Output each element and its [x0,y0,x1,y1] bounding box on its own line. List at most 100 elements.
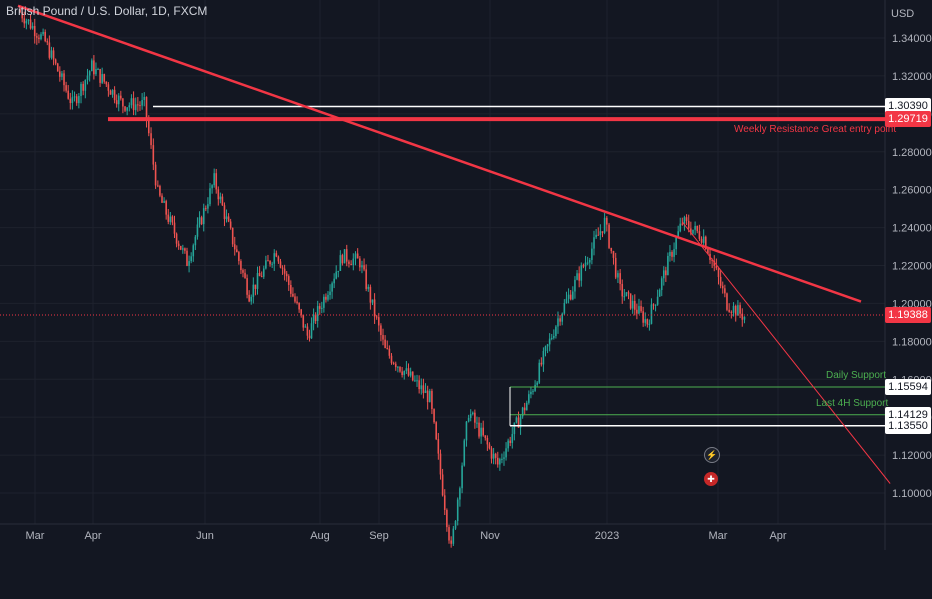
candle-body [665,270,667,276]
candle-body [260,276,263,278]
candle-body [728,309,730,312]
candle-body [623,296,626,298]
candle-body [411,371,414,381]
candle-body [627,292,630,294]
candle-body [207,204,209,209]
price-tick-label: 1.26000 [892,185,932,197]
candle-body [743,316,746,320]
time-tick-label: Sep [369,530,389,542]
candle-body [99,69,101,83]
candle-body [503,457,505,459]
candle-body [165,201,167,215]
candle-body [565,298,568,304]
candle-body [407,368,410,376]
candle-body [333,278,335,284]
candle-body [356,253,359,259]
time-tick-label: 2023 [595,530,619,542]
candle-body [732,305,735,313]
candle-body [679,223,682,232]
candle-body [304,326,307,328]
candle-body [388,348,391,356]
candle-body [277,256,280,262]
candle-body [287,276,290,285]
candle-body [603,217,606,233]
candle-body [422,385,425,394]
candle-body [730,311,733,313]
candle-body [519,416,522,428]
candle-body [677,231,679,238]
candle-body [446,509,448,528]
candle-body [281,267,284,269]
candle-body [501,458,503,460]
uk-flag-icon[interactable]: ✚ [704,472,718,486]
candle-body [608,224,610,248]
candle-body [21,12,23,19]
candle-body [667,255,669,276]
candle-body [435,422,437,440]
candle-body [137,104,139,106]
candle-body [692,229,694,234]
candle-body [84,79,87,91]
candle-body [31,26,34,29]
chart-svg: 1.340001.320001.300001.280001.260001.240… [0,0,932,550]
candle-body [363,265,365,270]
price-tick-label: 1.34000 [892,33,932,45]
candle-body [486,437,489,445]
candle-body [359,258,361,268]
candle-body [40,34,42,40]
candle-body [316,306,319,322]
candle-body [238,252,240,262]
candle-body [339,255,342,271]
candle-body [211,185,213,189]
lightning-icon[interactable]: ⚡ [704,447,720,463]
candle-body [646,319,649,325]
candle-body [205,208,207,210]
time-tick-label: Apr [84,530,101,542]
candle-body [46,41,49,43]
candle-body [675,237,677,250]
candle-body [439,453,442,475]
candle-body [82,83,84,91]
candle-body [576,273,578,280]
candle-body [386,347,389,349]
candle-body [67,90,70,99]
candle-body [73,96,76,98]
candle-body [696,226,699,232]
candle-body [354,253,357,259]
candle-body [202,208,205,225]
candle-body [424,390,427,394]
candle-body [669,251,671,256]
candle-body [27,19,30,21]
candle-body [511,434,514,443]
candle-body [375,316,378,318]
candle-body [528,394,530,403]
candle-body [719,277,722,286]
candle-body [101,74,103,83]
candle-body [246,278,248,295]
candle-body [150,133,152,146]
candle-body [476,422,478,424]
candle-body [540,362,543,365]
candle-body [713,260,716,266]
chart-canvas[interactable]: 1.340001.320001.300001.280001.260001.240… [0,0,932,550]
candle-body [488,444,491,449]
candle-body [420,385,423,390]
candle-body [271,263,273,265]
candle-body [610,247,613,251]
candle-body [219,196,222,200]
candle-body [167,214,170,222]
candle-body [331,283,333,292]
time-tick-label: Jun [196,530,214,542]
candle-body [80,83,82,97]
us-flag-icon[interactable] [717,585,731,599]
candle-body [209,188,211,205]
candle-body [586,262,589,264]
price-badge: 1.15594 [885,378,931,395]
candle-body [215,173,218,190]
candle-body [95,69,97,75]
candle-body [229,221,232,228]
candle-body [544,346,547,351]
candle-body [469,414,472,419]
symbol-title[interactable]: British Pound / U.S. Dollar, 1D, FXCM [6,4,208,18]
candle-body [553,336,555,338]
